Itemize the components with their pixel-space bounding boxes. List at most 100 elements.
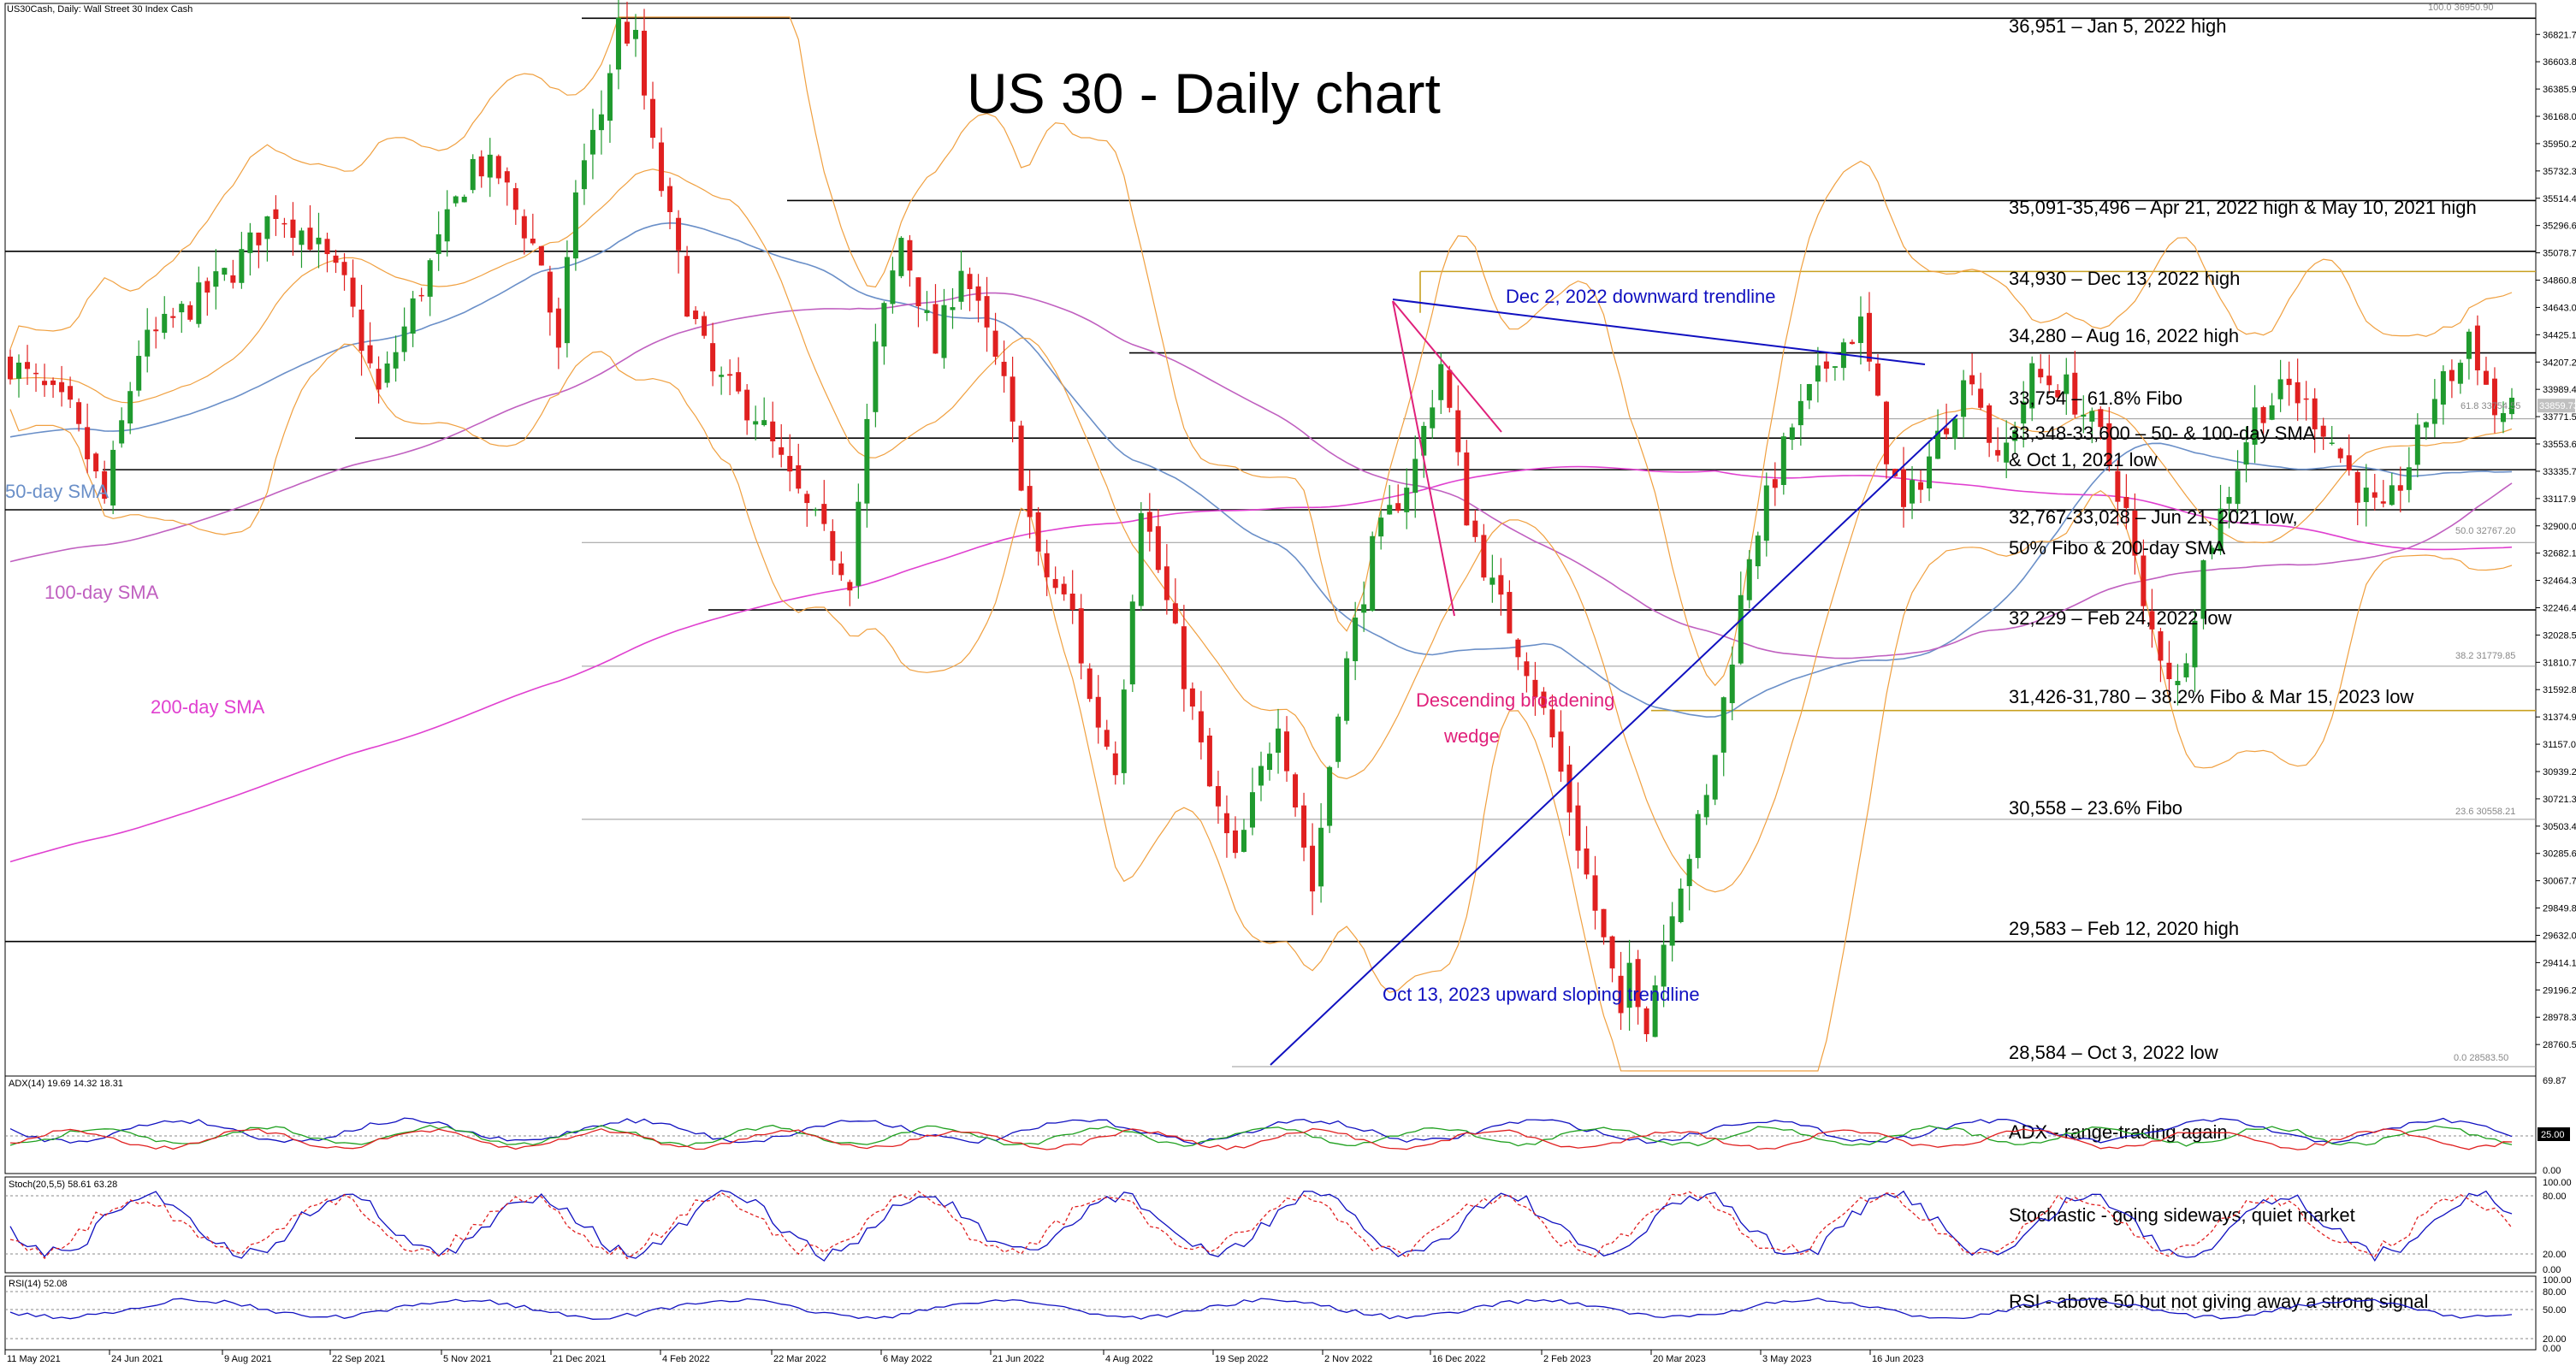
candle-body: [864, 418, 870, 504]
candle-body: [1010, 376, 1016, 422]
candle-body: [410, 298, 416, 334]
candle-body: [316, 237, 322, 245]
candle-body: [1978, 388, 1984, 408]
candle-body: [2064, 374, 2070, 394]
y-tick-label: 32900.05: [2543, 522, 2576, 532]
candle-body: [1592, 875, 1598, 911]
candle-body: [2021, 401, 2027, 424]
candle-body: [2200, 560, 2206, 619]
candle-body: [1883, 401, 1889, 464]
candle-body: [1738, 594, 1744, 664]
candle-body: [1901, 469, 1907, 507]
x-tick-label: 22 Mar 2022: [773, 1354, 826, 1364]
candle-body: [770, 421, 776, 441]
candle-body: [1172, 603, 1178, 624]
y-tick-label: 30503.48: [2543, 822, 2576, 832]
candle-body: [170, 316, 176, 318]
candle-body: [85, 427, 91, 459]
x-tick-label: 21 Dec 2021: [553, 1354, 606, 1364]
candle-body: [950, 307, 956, 310]
candle-body: [1018, 425, 1024, 491]
candle-body: [1626, 962, 1632, 1008]
y-tick-label: 32464.31: [2543, 577, 2576, 587]
candle-body: [1969, 375, 1975, 385]
candle-body: [1780, 436, 1786, 485]
candle-body: [162, 313, 168, 334]
candle-body: [1344, 658, 1350, 721]
candle-body: [25, 362, 31, 370]
candle-body: [1104, 730, 1110, 747]
candle-body: [684, 256, 690, 317]
candle-body: [1849, 341, 1855, 345]
candle-body: [358, 309, 364, 352]
candle-body: [1464, 452, 1470, 526]
candle-body: [1027, 486, 1033, 517]
candle-body: [1806, 383, 1812, 401]
candle-body: [1669, 916, 1675, 946]
candle-body: [418, 294, 424, 297]
y-tick-label: 34860.88: [2543, 276, 2576, 287]
candle-body: [598, 114, 604, 131]
candle-body: [873, 341, 879, 412]
candle-body: [2235, 470, 2241, 505]
candle-body: [2466, 331, 2472, 359]
candle-body: [1361, 604, 1367, 613]
date-axis: 11 May 2021 24 Jun 2021 9 Aug 2021 22 Sep 2…: [4, 1350, 1924, 1364]
wedge-lower-line: [1392, 300, 1455, 617]
candle-body: [1215, 786, 1221, 807]
candle-body: [1661, 944, 1667, 987]
stoch-k-line: [9, 1190, 2513, 1263]
candle-body: [230, 275, 236, 283]
candle-body: [719, 375, 725, 377]
candle-body: [2277, 379, 2283, 399]
y-tick-label: 29196.26: [2543, 985, 2576, 996]
adx-level-tag-box: [2538, 1127, 2570, 1141]
candle-body: [1164, 566, 1170, 600]
candle-body: [1789, 427, 1795, 441]
y-tick-label: 34643.01: [2543, 303, 2576, 313]
candle-body: [2158, 631, 2164, 661]
wedge-label-2: wedge: [1443, 725, 1500, 747]
x-tick-label: 9 Aug 2021: [224, 1354, 272, 1364]
candle-body: [1823, 361, 1829, 370]
candle-body: [710, 343, 716, 372]
fib-label: 38.2 31779.85: [2455, 651, 2515, 661]
x-tick-label: 16 Jun 2023: [1872, 1354, 1924, 1364]
candle-body: [1961, 380, 1967, 417]
candle-body: [2209, 547, 2215, 554]
candle-body: [667, 186, 673, 212]
indicator-tick-label: 20.00: [2543, 1250, 2567, 1260]
indicator-panel-frame: [4, 1075, 2537, 1174]
candle-body: [881, 303, 887, 347]
candle-body: [1566, 764, 1572, 813]
candle-body: [1507, 592, 1513, 634]
level-annotation: 32,229 – Feb 24, 2022 low: [2009, 607, 2232, 629]
candle-body: [1686, 859, 1692, 886]
candle-body: [1558, 731, 1564, 772]
candle-body: [2329, 442, 2335, 444]
candle-body: [1549, 709, 1555, 738]
candle-body: [273, 209, 279, 220]
candle-body: [384, 363, 390, 383]
candle-body: [1241, 830, 1247, 852]
candle-body: [179, 304, 185, 313]
candle-body: [975, 286, 981, 301]
candle-body: [2269, 405, 2275, 420]
candle-body: [50, 380, 56, 386]
candle-body: [1404, 488, 1410, 512]
candle-body: [1772, 479, 1778, 488]
candle-body: [1232, 830, 1238, 854]
price-tag: 33859.73: [2539, 401, 2576, 411]
candle-body: [1755, 535, 1761, 567]
candle-body: [1832, 366, 1838, 368]
candle-body: [1635, 959, 1641, 1008]
fib-label: 61.8 33754.55: [2461, 401, 2520, 411]
upward-trendline-label: Oct 13, 2023 upward sloping trendline: [1383, 984, 1700, 1005]
level-annotation: 33,754 – 61.8% Fibo: [2009, 387, 2182, 409]
candle-body: [427, 260, 433, 297]
y-tick-label: 33553.66: [2543, 440, 2576, 450]
candle-body: [1609, 936, 1615, 969]
candle-body: [856, 501, 862, 586]
candle-body: [495, 156, 501, 179]
candle-body: [589, 129, 595, 155]
